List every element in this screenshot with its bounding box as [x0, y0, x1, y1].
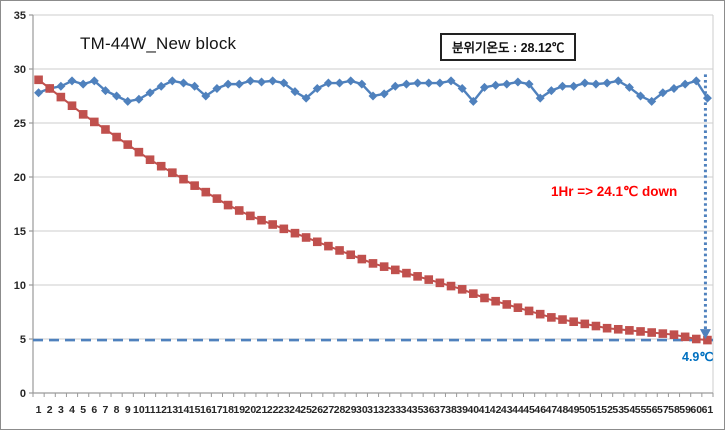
svg-text:25: 25 — [14, 118, 26, 130]
svg-text:46: 46 — [534, 404, 546, 416]
svg-text:59: 59 — [679, 404, 691, 416]
svg-text:15: 15 — [14, 226, 26, 238]
svg-text:14: 14 — [178, 404, 190, 416]
svg-text:40: 40 — [467, 404, 479, 416]
svg-text:51: 51 — [590, 404, 602, 416]
svg-text:52: 52 — [601, 404, 613, 416]
svg-text:18: 18 — [222, 404, 234, 416]
svg-text:43: 43 — [501, 404, 513, 416]
svg-text:58: 58 — [668, 404, 680, 416]
svg-text:45: 45 — [523, 404, 535, 416]
svg-text:49: 49 — [568, 404, 580, 416]
svg-text:15: 15 — [189, 404, 201, 416]
svg-text:39: 39 — [456, 404, 468, 416]
svg-text:27: 27 — [323, 404, 335, 416]
svg-text:12: 12 — [155, 404, 167, 416]
chart-title: TM-44W_New block — [80, 34, 237, 53]
svg-text:9: 9 — [125, 404, 131, 416]
svg-text:22: 22 — [267, 404, 279, 416]
svg-text:34: 34 — [401, 404, 413, 416]
svg-text:19: 19 — [233, 404, 245, 416]
svg-text:6: 6 — [91, 404, 97, 416]
svg-text:55: 55 — [635, 404, 647, 416]
svg-text:38: 38 — [445, 404, 457, 416]
svg-text:56: 56 — [646, 404, 658, 416]
svg-text:4: 4 — [69, 404, 75, 416]
svg-text:44: 44 — [512, 404, 524, 416]
svg-text:53: 53 — [612, 404, 624, 416]
svg-text:23: 23 — [278, 404, 290, 416]
svg-text:10: 10 — [133, 404, 145, 416]
svg-text:24: 24 — [289, 404, 301, 416]
svg-text:47: 47 — [546, 404, 558, 416]
svg-text:25: 25 — [300, 404, 312, 416]
svg-text:35: 35 — [412, 404, 424, 416]
svg-text:50: 50 — [579, 404, 591, 416]
svg-text:16: 16 — [200, 404, 212, 416]
end-temperature-label: 4.9℃ — [682, 350, 714, 364]
svg-text:21: 21 — [256, 404, 268, 416]
svg-text:20: 20 — [245, 404, 257, 416]
svg-text:30: 30 — [356, 404, 368, 416]
ambient-temperature-box: 분위기온도 : 28.12℃ — [440, 33, 577, 61]
svg-text:20: 20 — [14, 172, 26, 184]
svg-text:1: 1 — [36, 404, 42, 416]
svg-text:3: 3 — [58, 404, 64, 416]
svg-text:0: 0 — [20, 388, 26, 400]
svg-text:31: 31 — [367, 404, 379, 416]
svg-text:60: 60 — [690, 404, 702, 416]
svg-text:8: 8 — [114, 404, 120, 416]
svg-text:5: 5 — [80, 404, 86, 416]
svg-text:5: 5 — [20, 334, 26, 346]
svg-text:7: 7 — [103, 404, 109, 416]
svg-text:17: 17 — [211, 404, 223, 416]
svg-text:30: 30 — [14, 64, 26, 76]
svg-text:57: 57 — [657, 404, 669, 416]
drop-annotation: 1Hr => 24.1℃ down — [551, 184, 678, 199]
svg-text:2: 2 — [47, 404, 53, 416]
svg-text:29: 29 — [345, 404, 357, 416]
svg-text:32: 32 — [378, 404, 390, 416]
svg-text:35: 35 — [14, 10, 26, 22]
svg-text:10: 10 — [14, 280, 26, 292]
ambient-temperature-label: 분위기온도 : 28.12℃ — [452, 41, 565, 55]
svg-text:37: 37 — [434, 404, 446, 416]
svg-text:41: 41 — [479, 404, 491, 416]
svg-text:28: 28 — [334, 404, 346, 416]
svg-text:11: 11 — [144, 404, 155, 416]
svg-text:42: 42 — [490, 404, 502, 416]
svg-text:48: 48 — [557, 404, 569, 416]
svg-text:33: 33 — [389, 404, 401, 416]
svg-text:26: 26 — [311, 404, 323, 416]
svg-text:13: 13 — [167, 404, 179, 416]
svg-text:61: 61 — [702, 404, 714, 416]
svg-text:54: 54 — [624, 404, 636, 416]
svg-text:36: 36 — [423, 404, 435, 416]
